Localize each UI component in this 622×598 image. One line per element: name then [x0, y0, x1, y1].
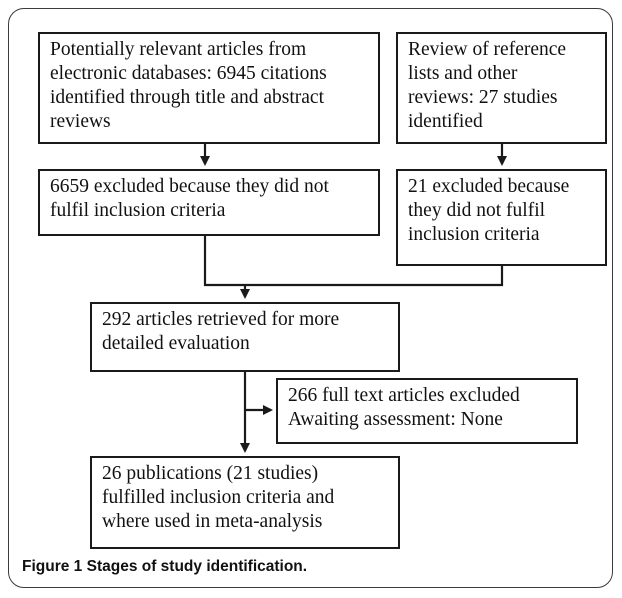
box-reference-excluded: 21 excluded because they did not fulfil … [396, 169, 607, 266]
box-reference-review: Review of reference lists and other revi… [396, 32, 607, 144]
box-publications-included: 26 publications (21 studies) fulfilled i… [90, 456, 400, 549]
caption-text: Stages of study identification. [86, 558, 308, 575]
box-articles-retrieved: 292 articles retrieved for more detailed… [90, 302, 400, 372]
box-database-articles: Potentially relevant articles from elect… [38, 32, 380, 144]
caption-label: Figure 1 [22, 558, 83, 575]
figure-caption: Figure 1 Stages of study identification. [22, 558, 307, 576]
box-fulltext-excluded: 266 full text articles excluded Awaiting… [276, 378, 578, 444]
box-database-excluded: 6659 excluded because they did not fulfi… [38, 169, 380, 236]
